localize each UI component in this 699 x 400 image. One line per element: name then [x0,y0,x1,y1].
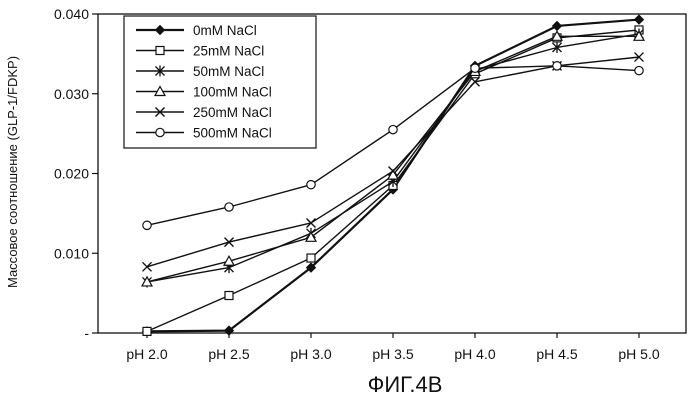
legend-label: 0mM NaCl [193,23,257,38]
x-tick-label: pH 5.0 [618,346,659,362]
data-point [225,292,233,300]
data-point [471,64,479,72]
y-tick-label: - [84,325,89,341]
data-point [307,180,315,188]
data-point [143,262,152,271]
data-point [553,21,562,30]
data-point [225,238,234,247]
y-tick-label: 0.020 [54,166,89,182]
x-tick-label: pH 2.5 [208,346,249,362]
data-point [553,62,561,70]
data-point [225,203,233,211]
legend-label: 50mM NaCl [193,64,264,79]
y-tick-labels: - 0.010 0.020 0.030 0.040 [54,6,98,341]
y-tick-label: 0.030 [54,86,89,102]
x-tick-label: pH 2.0 [126,346,167,362]
legend-label: 500mM NaCl [193,126,272,141]
data-point [307,254,315,262]
legend-label: 25mM NaCl [193,44,264,59]
data-point [143,221,151,229]
x-tick-labels: pH 2.0 pH 2.5 pH 3.0 pH 3.5 pH 4.0 pH 4.5 pH 5… [126,333,659,362]
legend-label: 250mM NaCl [193,105,272,120]
y-tick-label: 0.040 [54,6,89,22]
legend-label: 100mM NaCl [193,85,272,100]
data-point [307,218,316,227]
legend-marker [156,47,164,55]
data-point [389,125,397,133]
data-point [635,66,643,74]
x-tick-label: pH 3.0 [290,346,331,362]
data-point [635,15,644,24]
x-tick-label: pH 4.5 [536,346,577,362]
data-point [143,327,151,335]
legend: 0mM NaCl 25mM NaCl 50mM NaCl 100mM NaCl 250m… [124,16,316,148]
legend-marker [156,128,164,136]
x-tick-label: pH 4.0 [454,346,495,362]
y-axis-label: Массовое соотношение (GLP-1/FDKP) [5,56,20,288]
y-tick-label: 0.010 [54,245,89,261]
figure-caption: ФИГ.4В [368,372,443,397]
x-tick-label: pH 3.5 [372,346,413,362]
